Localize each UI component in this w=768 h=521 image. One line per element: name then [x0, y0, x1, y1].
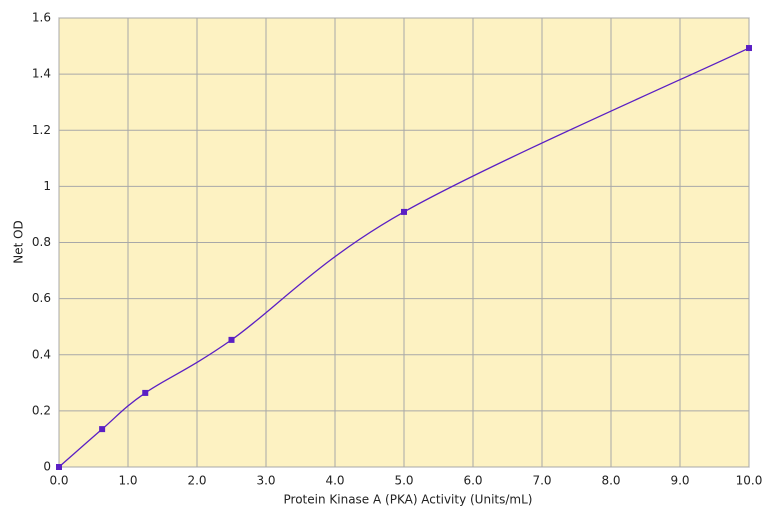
- data-point: [56, 464, 62, 470]
- x-tick-label: 7.0: [532, 474, 551, 488]
- y-tick-label: 0: [43, 460, 51, 474]
- y-tick-label: 1.2: [32, 123, 51, 137]
- x-tick-label: 6.0: [463, 474, 482, 488]
- y-tick-label: 1: [43, 179, 51, 193]
- y-tick-label: 0.6: [32, 291, 51, 305]
- x-tick-label: 1.0: [118, 474, 137, 488]
- x-tick-label: 5.0: [394, 474, 413, 488]
- y-tick-label: 0.2: [32, 403, 51, 417]
- y-tick-label: 0.4: [32, 347, 51, 361]
- x-tick-label: 8.0: [601, 474, 620, 488]
- y-axis-label: Net OD: [12, 220, 26, 264]
- x-tick-label: 4.0: [325, 474, 344, 488]
- data-point: [228, 336, 235, 343]
- y-tick-label: 0.8: [32, 235, 51, 249]
- x-axis-label: Protein Kinase A (PKA) Activity (Units/m…: [284, 493, 533, 507]
- y-tick-label: 1.4: [32, 67, 51, 81]
- y-tick-label: 1.6: [32, 11, 51, 25]
- data-line: [58, 47, 750, 468]
- data-point: [401, 208, 407, 215]
- x-tick-label: 3.0: [256, 474, 275, 488]
- data-point: [142, 389, 149, 396]
- data-point: [99, 426, 106, 433]
- x-tick-label: 2.0: [187, 474, 206, 488]
- x-tick-label: 9.0: [670, 474, 689, 488]
- x-tick-label: 10.0: [736, 474, 763, 488]
- x-tick-label: 0.0: [49, 474, 68, 488]
- data-point: [746, 45, 752, 52]
